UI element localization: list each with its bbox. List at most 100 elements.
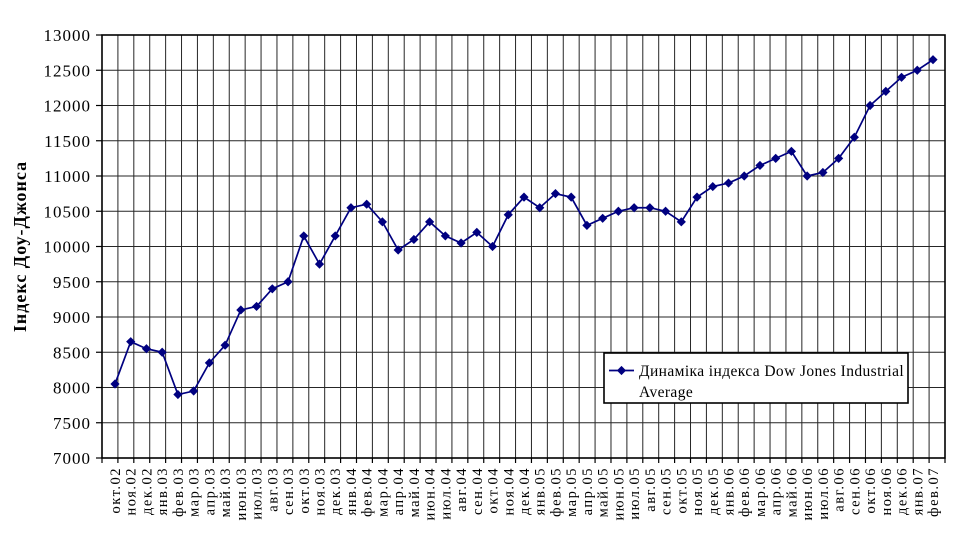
x-tick-label: авг.05: [643, 467, 659, 512]
x-tick-label: июл.03: [250, 467, 266, 520]
x-tick-label: фев.04: [360, 467, 376, 517]
x-tick-label: дек.02: [139, 467, 155, 515]
legend-label-line1: Динаміка індекса Dow Jones Industrial: [639, 363, 904, 380]
x-tick-label: фев.06: [737, 467, 753, 517]
data-point-marker: [723, 178, 734, 188]
series-markers: [110, 55, 938, 400]
data-point-marker: [802, 171, 812, 181]
data-point-marker: [818, 167, 828, 178]
data-point-marker: [189, 386, 199, 396]
data-point-marker: [849, 132, 859, 142]
data-point-marker: [708, 181, 718, 192]
x-tick-label: мар.06: [753, 467, 769, 517]
y-tick-label: 8500: [53, 343, 91, 362]
x-tick-label: май.06: [784, 467, 800, 517]
x-tick-label: ноя.06: [879, 467, 895, 516]
x-tick-label: апр.06: [769, 467, 785, 515]
y-tick-label: 8000: [53, 379, 91, 398]
data-point-marker: [487, 241, 498, 252]
data-point-marker: [739, 171, 749, 181]
x-tick-label: май.03: [218, 467, 234, 517]
y-tick-label: 11000: [44, 167, 91, 186]
legend-box: [603, 352, 909, 404]
x-tick-label: ноя.02: [124, 467, 140, 516]
data-point-marker: [456, 238, 466, 248]
x-tick-label: авг.06: [832, 467, 848, 512]
data-point-marker: [616, 365, 627, 376]
data-point-marker: [865, 100, 875, 111]
data-point-marker: [472, 227, 482, 237]
data-point-marker: [173, 389, 183, 400]
x-tick-label: май.04: [407, 467, 423, 517]
y-tick-label: 7000: [53, 449, 91, 468]
data-point-marker: [393, 245, 403, 255]
data-point-marker: [676, 217, 686, 227]
data-point-marker: [692, 192, 702, 202]
plot-border: [101, 34, 946, 459]
legend: Динаміка індекса Dow Jones Industrial Ave…: [603, 352, 909, 404]
x-tick-label: янв.05: [533, 467, 549, 515]
data-point-marker: [912, 65, 922, 75]
x-tick-label: ноя.03: [313, 467, 329, 516]
x-tick-label: ноя.04: [501, 467, 517, 516]
x-tick-label: сен.03: [281, 467, 297, 515]
x-tick-label: июл.06: [816, 467, 832, 520]
x-tick-label: авг.03: [265, 467, 281, 512]
x-tick-label: мар.03: [187, 467, 203, 517]
data-point-marker: [771, 153, 781, 163]
x-tick-label: апр.03: [202, 467, 218, 515]
data-point-marker: [535, 203, 545, 213]
y-tick-label: 11500: [44, 132, 91, 151]
data-point-marker: [299, 231, 309, 241]
x-tick-label: фев.03: [171, 467, 187, 517]
x-tick-label: июл.04: [438, 467, 454, 520]
data-point-marker: [519, 192, 529, 202]
data-point-marker: [314, 259, 325, 269]
x-tick-label: дек.06: [895, 467, 911, 515]
data-point-marker: [755, 160, 765, 171]
x-tick-labels: окт.02 ноя.02 дек.02 янв.03 фев.03 мар.03 апр.…: [108, 467, 942, 520]
x-tick-label: апр.05: [580, 467, 596, 515]
x-tick-label: авг.04: [454, 467, 470, 512]
data-point-marker: [157, 347, 167, 357]
data-point-marker: [629, 203, 639, 213]
data-point-marker: [598, 213, 608, 223]
axis-ticks: [96, 34, 946, 463]
data-point-marker: [409, 234, 419, 245]
y-tick-label: 12500: [44, 61, 92, 80]
x-tick-label: апр.04: [391, 467, 407, 515]
x-tick-label: июл.05: [627, 467, 643, 520]
data-point-marker: [834, 153, 844, 163]
x-tick-label: окт.03: [297, 467, 313, 513]
x-tick-label: дек.05: [706, 467, 722, 515]
data-point-marker: [141, 344, 152, 354]
y-tick-label: 7500: [53, 414, 91, 433]
data-point-marker: [283, 277, 293, 287]
data-point-marker: [267, 284, 277, 294]
x-tick-label: ноя.05: [690, 467, 706, 516]
data-point-marker: [896, 72, 907, 82]
x-tick-label: июн.04: [423, 467, 439, 520]
y-tick-labels: 7000 7500 8000 8500 9000 9500 10000 10500 11000 1…: [44, 26, 92, 468]
data-point-marker: [786, 146, 797, 156]
vertical-gridlines: [117, 35, 930, 458]
x-tick-label: сен.05: [659, 467, 675, 515]
x-tick-label: окт.06: [863, 467, 879, 513]
x-tick-label: окт.02: [108, 467, 124, 513]
data-point-marker: [550, 189, 561, 199]
x-tick-label: окт.05: [674, 467, 690, 513]
x-tick-label: янв.04: [344, 467, 360, 515]
y-tick-label: 12000: [44, 97, 92, 116]
x-tick-label: мар.04: [375, 467, 391, 517]
data-point-marker: [440, 231, 450, 241]
data-point-marker: [362, 199, 372, 209]
data-point-marker: [928, 55, 938, 65]
y-tick-label: 9500: [53, 273, 91, 292]
data-point-marker: [126, 337, 136, 347]
y-tick-label: 9000: [53, 308, 91, 327]
data-point-marker: [645, 203, 655, 213]
x-tick-label: дек.03: [328, 467, 344, 515]
y-tick-label: 13000: [44, 26, 92, 45]
